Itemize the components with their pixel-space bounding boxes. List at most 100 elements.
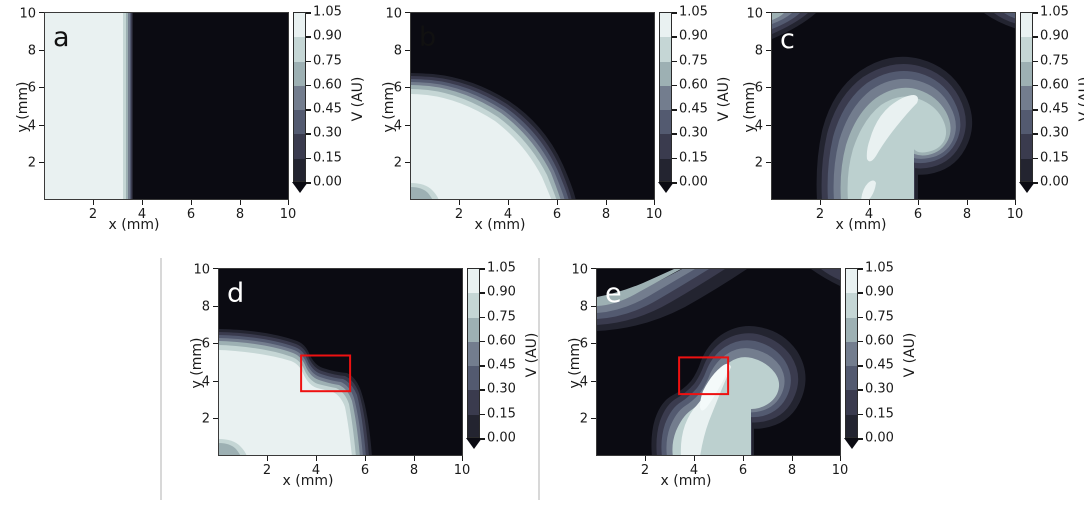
colorbar-band [294,37,305,62]
panel-a-ytick-mark [39,12,44,14]
panel-c-plot-wrap: 2 4 6 8 10 2 4 6 8 10 c [746,8,1023,222]
panel-d-xtick-mark [365,456,367,461]
colorbar-tick-mark [672,36,677,38]
panel-e-ytick-mark [591,306,596,308]
panel-e-ytick-label: 6 [579,336,588,352]
panel-c-xtick-label: 10 [1006,207,1024,222]
panel-b-ytick-mark [405,50,410,52]
colorbar-band [294,134,305,159]
panel-b-colorbar-body [659,12,672,182]
panel-e-ytick-label: 2 [579,411,588,427]
panel-b-ytick-mark [405,87,410,89]
colorbar-tick-label: 1.05 [865,260,894,276]
colorbar-tick-label: 0.15 [1040,150,1069,166]
colorbar-tick-mark [306,60,311,63]
panel-divider-middle [538,258,540,500]
panel-d-xtick-mark [267,456,269,461]
panel-b-ytick-mark [405,12,410,14]
colorbar-tick-label: 0.15 [679,150,708,166]
colorbar-tick-mark [1033,182,1038,184]
panel-a-colorbar-label: V (AU) [350,76,366,122]
colorbar-tick-mark [480,365,485,367]
panel-a-ytick-label: 4 [27,118,36,134]
panel-b-xtick-mark [508,200,510,205]
colorbar-tick-label: 0.90 [679,28,708,44]
colorbar-tick-label: 0.60 [865,333,894,349]
panel-e-ytick-mark [591,418,596,420]
colorbar-tick-mark [306,133,311,136]
panel-d-xtick-label: 6 [360,463,370,478]
panel-a-xtick-mark [142,200,144,205]
panel-a-plot-wrap: 2 4 6 8 10 2 4 6 8 10 a [19,8,296,222]
colorbar-tick-label: 0.75 [1040,53,1069,69]
panel-d-colorbar: 1.05 0.90 0.75 0.60 0.45 0.30 0.15 0.00 … [465,262,540,456]
panel-e-plot-area [596,268,841,456]
colorbar-tick-mark [672,182,677,184]
panel-b-xtick-label: 4 [503,207,513,222]
panel-a-ytick-label: 10 [19,6,36,22]
colorbar-band [846,366,857,391]
panel-d-xtick-mark [316,456,318,461]
colorbar-tick-mark [672,60,677,63]
panel-c-ytick-label: 6 [754,80,763,96]
panel-c-xtick-mark [1015,200,1017,205]
colorbar-band [468,293,479,318]
panel-a: 2 4 6 8 10 2 4 6 8 10 a x (mm) y (mm) [0,0,366,250]
colorbar-extend-arrow-icon [465,438,482,449]
panel-e-xtick-label: 4 [689,463,699,478]
panel-d-letter: d [227,278,245,309]
colorbar-tick-label: 0.45 [1040,101,1069,117]
colorbar-tick-label: 0.00 [679,174,708,190]
colorbar-band [468,269,479,294]
panel-c-ytick-mark [766,125,771,127]
panel-c-plot-area [771,12,1016,200]
colorbar-band [468,366,479,391]
panel-e-xtick-mark [694,456,696,461]
panel-b-xtick-label: 8 [601,207,611,222]
panel-e-ytick-label: 10 [571,262,588,278]
colorbar-tick-label: 0.30 [865,381,894,397]
panel-c-ytick-label: 10 [746,6,763,22]
panel-d-contour [219,269,462,455]
colorbar-tick-mark [672,12,677,14]
panel-c-xtick-label: 2 [815,207,825,222]
panel-a-colorbar: 1.05 0.90 0.75 0.60 0.45 0.30 0.15 0.00 … [291,6,366,200]
panel-e-ytick-mark [591,268,596,270]
colorbar-tick-mark [858,268,863,270]
panel-a-ytick-mark [39,162,44,164]
colorbar-tick-label: 1.05 [1040,4,1069,20]
colorbar-band [660,85,671,111]
panel-c-xtick-mark [869,200,871,205]
colorbar-tick-mark [480,340,485,343]
panel-d-xtick-mark [414,456,416,461]
colorbar-tick-label: 0.60 [1040,77,1069,93]
colorbar-tick-label: 0.60 [313,77,342,93]
panel-divider-left [160,258,162,500]
colorbar-tick-label: 1.05 [679,4,708,20]
colorbar-extend-arrow-icon [1018,182,1035,193]
panel-b-xtick-label: 2 [454,207,464,222]
panel-b-ytick-mark [405,125,410,127]
panel-c-xtick-label: 4 [864,207,874,222]
panel-d-ytick-label: 8 [201,299,210,315]
panel-c-colorbar: 1.05 0.90 0.75 0.60 0.45 0.30 0.15 0.00 … [1018,6,1084,200]
panel-e-xlabel: x (mm) [660,473,712,489]
colorbar-tick-mark [858,413,863,416]
panel-a-xtick-label: 4 [137,207,147,222]
panel-b-xtick-mark [459,200,461,205]
colorbar-extend-arrow-icon [291,182,308,193]
panel-e-colorbar-body [845,268,858,438]
panel-b-xtick-mark [606,200,608,205]
panel-a-ytick-mark [39,50,44,52]
panel-a-letter: a [53,22,70,53]
colorbar-band [294,61,305,86]
panel-c-xlabel: x (mm) [835,217,887,233]
colorbar-tick-mark [480,389,485,392]
panel-a-plot-area [44,12,289,200]
colorbar-tick-label: 0.00 [1040,174,1069,190]
colorbar-extend-arrow-icon [843,438,860,449]
panel-e-xtick-mark [792,456,794,461]
colorbar-tick-mark [1033,12,1038,14]
colorbar-band [294,13,305,38]
panel-d-ytick-label: 10 [193,262,210,278]
